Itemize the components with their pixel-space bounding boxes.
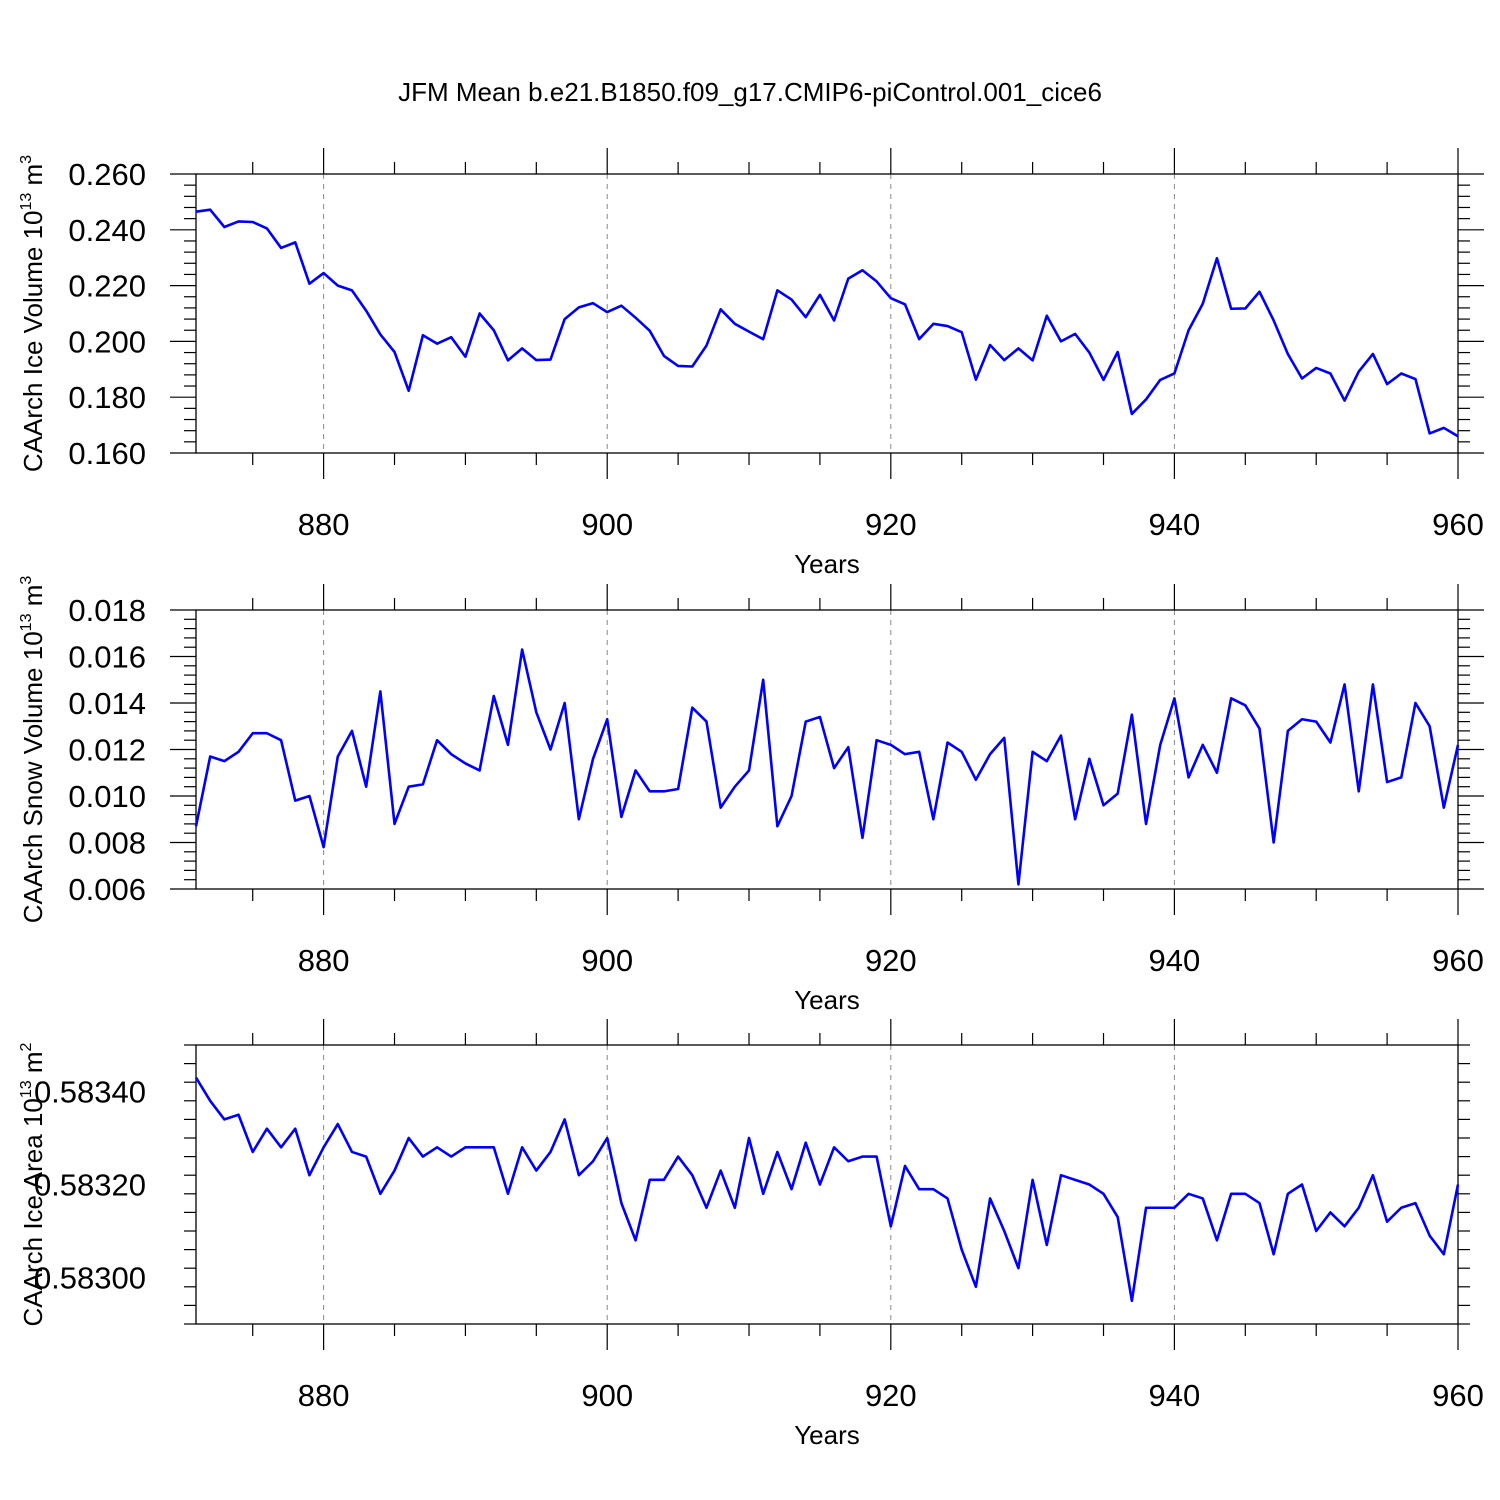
y-tick-label: 0.240 <box>68 213 146 248</box>
y-tick-label: 0.018 <box>68 593 146 628</box>
series-line <box>194 648 1460 886</box>
plot-frame <box>195 173 1459 454</box>
x-tick-label: 920 <box>865 1378 917 1413</box>
y-axis-label: CAArch Ice Volume 1013 m3 <box>18 155 48 472</box>
series-line <box>194 1076 1460 1303</box>
x-tick-label: 940 <box>1149 1378 1201 1413</box>
y-tick-label: 0.160 <box>68 436 146 471</box>
y-tick-label: 0.008 <box>68 826 146 861</box>
x-tick-label: 940 <box>1149 943 1201 978</box>
x-tick-label: 960 <box>1432 943 1484 978</box>
x-tick-label: 960 <box>1432 507 1484 542</box>
x-tick-label: 880 <box>298 507 350 542</box>
y-tick-label: 0.016 <box>68 640 146 675</box>
chart-panels: 880 900 920 940 960 Years 0.160 0.180 0.200 0.220… <box>18 148 1484 1450</box>
y-tick-label: 0.58340 <box>34 1075 146 1110</box>
y-tick-label: 0.006 <box>68 872 146 907</box>
x-tick-label: 900 <box>581 507 633 542</box>
y-tick-label: 0.58320 <box>34 1168 146 1203</box>
x-tick-label: 960 <box>1432 1378 1484 1413</box>
x-axis-label: Years <box>794 985 860 1015</box>
x-axis-label: Years <box>794 1420 860 1450</box>
y-tick-label: 0.180 <box>68 380 146 415</box>
y-axis-label: CAArch Ice Area 1013 m2 <box>18 1042 48 1326</box>
y-tick-label: 0.260 <box>68 157 146 192</box>
chart-title: JFM Mean b.e21.B1850.f09_g17.CMIP6-piCon… <box>398 77 1102 107</box>
y-tick-label: 0.014 <box>68 686 146 721</box>
panel-1: 880 900 920 940 960 Years 0.160 0.180 0.200 0.220… <box>18 148 1484 579</box>
x-tick-label: 940 <box>1149 507 1201 542</box>
x-tick-label: 920 <box>865 943 917 978</box>
x-tick-label: 900 <box>581 943 633 978</box>
y-tick-label: 0.220 <box>68 269 146 304</box>
x-tick-label: 920 <box>865 507 917 542</box>
series-line <box>195 208 1459 438</box>
panel-3: 880 900 920 940 960 Years 0.58300 0.58320 0.5834… <box>18 1019 1484 1450</box>
y-tick-label: 0.010 <box>68 779 146 814</box>
x-tick-label: 880 <box>298 1378 350 1413</box>
y-tick-label: 0.012 <box>68 733 146 768</box>
panel-2: 880 900 920 940 960 Years 0.006 0.008 0.010 0.012… <box>18 576 1484 1015</box>
x-axis-label: Years <box>794 549 860 579</box>
y-axis-label: CAArch Snow Volume 1013 m3 <box>18 576 48 924</box>
y-tick-label: 0.58300 <box>34 1261 146 1296</box>
y-tick-label: 0.200 <box>68 324 146 359</box>
x-tick-label: 880 <box>298 943 350 978</box>
x-tick-label: 900 <box>581 1378 633 1413</box>
